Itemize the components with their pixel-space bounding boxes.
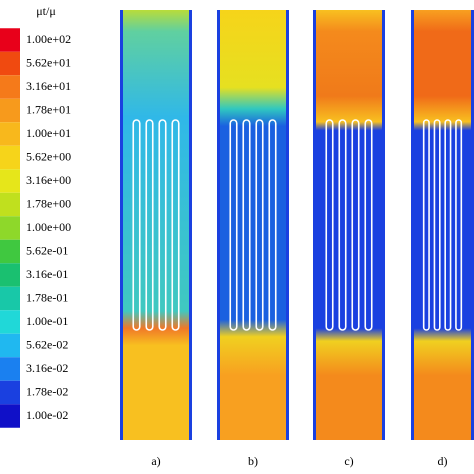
wall-right	[286, 10, 289, 440]
tube	[351, 119, 360, 331]
panel-label: a)	[151, 454, 160, 468]
panel-label: d)	[438, 454, 448, 468]
colorbar-label: 3.16e-02	[26, 361, 68, 375]
colorbar-swatch	[0, 122, 20, 146]
wall-right	[471, 10, 474, 440]
colorbar-label: 5.62e-02	[26, 337, 68, 351]
colorbar-label: 3.16e+01	[26, 79, 71, 93]
tube	[364, 119, 373, 331]
colorbar-swatch	[0, 216, 20, 240]
panel-label: b)	[248, 454, 258, 468]
wall-left	[120, 10, 123, 440]
tube	[455, 119, 463, 331]
colorbar-swatch	[0, 75, 20, 99]
colorbar: 1.00e+02 5.62e+01 3.16e+01 1.78e+01 1.00e+01…	[0, 28, 71, 428]
colorbar-label: 1.78e+00	[26, 196, 71, 210]
colorbar-label: 3.16e-01	[26, 267, 68, 281]
tube	[338, 119, 347, 331]
wall-right	[189, 10, 192, 440]
colorbar-swatch	[0, 380, 20, 405]
colorbar-swatch	[0, 263, 20, 287]
colorbar-swatch	[0, 239, 20, 264]
colorbar-swatch	[0, 28, 20, 52]
colorbar-swatch	[0, 169, 20, 193]
tube	[242, 119, 251, 331]
contour-field	[217, 10, 289, 440]
colorbar-label: 1.00e+01	[26, 126, 71, 140]
colorbar-label: 1.78e-02	[26, 384, 68, 398]
tube	[145, 119, 154, 331]
colorbar-label: 1.00e+02	[26, 32, 71, 46]
contour-field	[120, 10, 192, 440]
colorbar-swatch	[0, 286, 20, 311]
colorbar-swatch	[0, 145, 20, 170]
colorbar-swatch	[0, 192, 20, 217]
colorbar-label: 5.62e-01	[26, 243, 68, 257]
panels: a) b) c) d)	[120, 10, 474, 468]
tube	[268, 119, 277, 331]
colorbar-swatch	[0, 333, 20, 358]
colorbar-swatch	[0, 98, 20, 123]
tube	[325, 119, 334, 331]
colorbar-swatch	[0, 310, 20, 334]
colorbar-label: 5.62e+01	[26, 55, 71, 69]
colorbar-title: μt/μ	[36, 4, 56, 18]
tube	[444, 119, 452, 331]
wall-left	[217, 10, 220, 440]
wall-left	[313, 10, 316, 440]
wall-left	[411, 10, 414, 440]
tube	[433, 119, 441, 331]
tube	[255, 119, 264, 331]
colorbar-label: 1.00e+00	[26, 220, 71, 234]
panel-label: c)	[344, 454, 353, 468]
colorbar-label: 1.00e-02	[26, 408, 68, 422]
tube	[171, 119, 180, 331]
tube	[132, 119, 141, 331]
colorbar-label: 1.78e+01	[26, 102, 71, 116]
tube	[422, 119, 430, 331]
colorbar-swatch	[0, 404, 20, 428]
colorbar-label: 5.62e+00	[26, 149, 71, 163]
colorbar-swatch	[0, 51, 20, 76]
contour-field	[411, 10, 474, 440]
colorbar-label: 1.78e-01	[26, 290, 68, 304]
colorbar-swatch	[0, 357, 20, 381]
tube	[229, 119, 238, 331]
wall-right	[382, 10, 385, 440]
colorbar-label: 1.00e-01	[26, 314, 68, 328]
contour-field	[313, 10, 385, 440]
tube	[158, 119, 167, 331]
colorbar-label: 3.16e+00	[26, 173, 71, 187]
